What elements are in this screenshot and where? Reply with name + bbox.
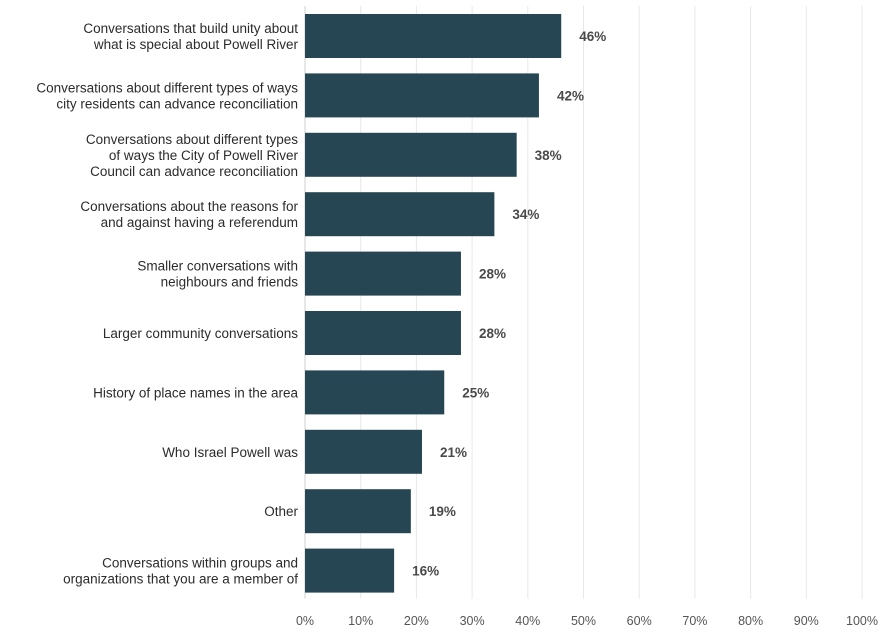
category-label-line: Who Israel Powell was	[162, 445, 298, 460]
category-label-line: and against having a referendum	[101, 215, 298, 230]
category-label-line: Conversations that build unity about	[83, 21, 298, 36]
category-label-line: organizations that you are a member of	[63, 572, 298, 587]
category-label-line: neighbours and friends	[161, 275, 299, 290]
bar	[305, 192, 495, 237]
category-label-line: Conversations within groups and	[102, 556, 298, 571]
bar-value-label: 28%	[479, 326, 506, 341]
category-label-line: of ways the City of Powell River	[109, 148, 299, 163]
x-tick-label: 30%	[460, 614, 485, 628]
x-tick-label: 90%	[794, 614, 819, 628]
category-label: History of place names in the area	[93, 385, 298, 400]
category-label-line: Other	[264, 504, 298, 519]
category-label-line: what is special about Powell River	[93, 37, 299, 52]
bar-value-label: 19%	[429, 504, 456, 519]
category-label-line: Council can advance reconciliation	[90, 164, 298, 179]
x-tick-label: 70%	[682, 614, 707, 628]
bar	[305, 548, 395, 593]
category-label-line: Conversations about different types	[86, 132, 298, 147]
bar-value-label: 25%	[462, 385, 489, 400]
bar-value-label: 38%	[535, 148, 562, 163]
x-tick-label: 100%	[846, 614, 878, 628]
category-label: Conversations about different types of wa…	[86, 132, 299, 179]
x-tick-label: 60%	[627, 614, 652, 628]
bar	[305, 14, 562, 58]
category-label: Other	[264, 504, 298, 519]
bar-value-label: 21%	[440, 445, 467, 460]
category-label: Larger community conversations	[103, 326, 298, 341]
bar	[305, 429, 422, 474]
bar-value-label: 42%	[557, 88, 584, 103]
bar	[305, 73, 539, 118]
category-label: Who Israel Powell was	[162, 445, 298, 460]
x-axis-tick-labels: 0% 10% 20% 30% 40% 50% 60% 70% 80% 90% 100%	[296, 614, 878, 628]
bar	[305, 132, 517, 177]
category-label-line: Conversations about different types of w…	[36, 80, 298, 95]
bar	[305, 251, 461, 296]
bar-value-label: 46%	[579, 29, 606, 44]
bar	[305, 311, 461, 355]
category-label: Smaller conversations with neighbours and…	[137, 259, 298, 290]
category-label: Conversations that build unity about what…	[83, 21, 298, 52]
bar-value-label: 34%	[512, 207, 539, 222]
category-label-line: Conversations about the reasons for	[80, 199, 298, 214]
bar	[305, 489, 411, 534]
value-labels: 46% 42% 38% 34% 28% 28% 25% 21% 19% 16%	[412, 29, 606, 579]
x-tick-label: 20%	[404, 614, 429, 628]
category-label: Conversations about the reasons for and a…	[80, 199, 298, 230]
category-labels: Conversations that build unity about what…	[36, 21, 298, 587]
x-tick-label: 40%	[515, 614, 540, 628]
category-label-line: Smaller conversations with	[137, 259, 298, 274]
bar	[305, 370, 445, 415]
category-label-line: History of place names in the area	[93, 385, 298, 400]
category-label-line: city residents can advance reconciliatio…	[56, 96, 298, 111]
category-label-line: Larger community conversations	[103, 326, 298, 341]
category-label: Conversations within groups and organizat…	[63, 556, 298, 587]
x-tick-label: 80%	[738, 614, 763, 628]
x-tick-label: 50%	[571, 614, 596, 628]
bar-value-label: 28%	[479, 267, 506, 282]
x-tick-label: 0%	[296, 614, 314, 628]
bar-value-label: 16%	[412, 564, 439, 579]
bars	[305, 14, 562, 593]
x-tick-label: 10%	[348, 614, 373, 628]
category-label: Conversations about different types of w…	[36, 80, 298, 111]
